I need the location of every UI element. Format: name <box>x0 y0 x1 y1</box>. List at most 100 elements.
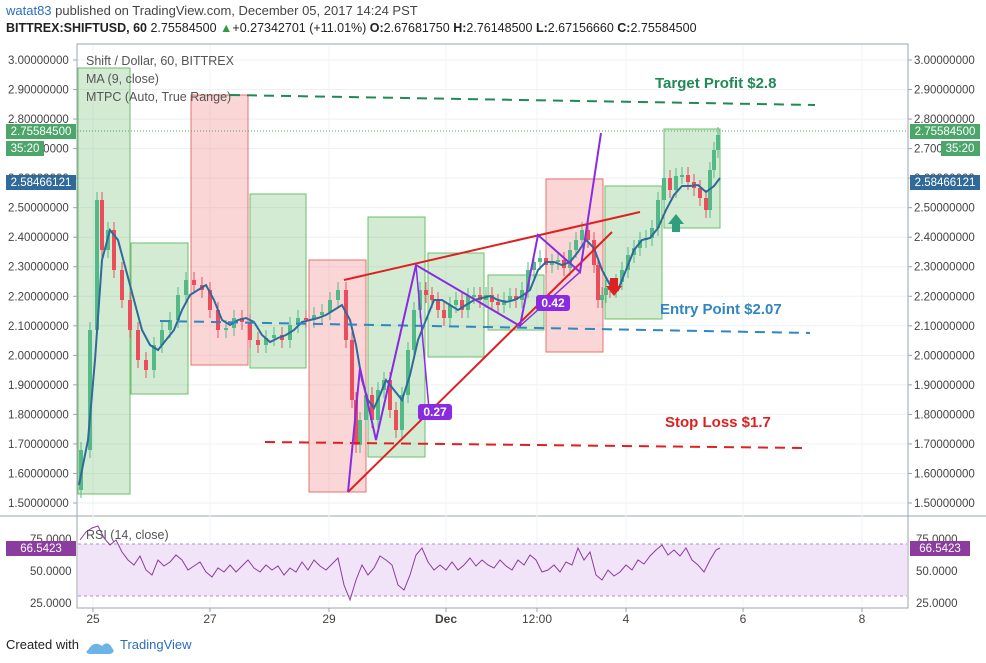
ratio-badge-2[interactable] <box>536 295 570 311</box>
candle-body <box>418 290 422 310</box>
price-tick-right: 1.90000000 <box>914 380 975 392</box>
price-tick-left: 2.40000000 <box>8 232 69 244</box>
candle-body <box>208 290 212 310</box>
price-axis-left[interactable]: 3.000000002.900000002.800000002.70000000… <box>8 55 77 510</box>
candle-body <box>136 330 140 360</box>
candle-body <box>412 310 416 350</box>
created-with-text: Created with <box>6 637 79 652</box>
rsi-badge-right-text: 66.5423 <box>919 543 961 555</box>
price-tick-left: 2.10000000 <box>8 321 69 333</box>
candle-body <box>144 360 148 370</box>
countdown-badge-left-text: 35:20 <box>11 143 40 155</box>
pattern-triangle-a[interactable] <box>375 264 431 441</box>
rsi-tick-right: 25.0000 <box>916 598 958 610</box>
ratio-badge-1[interactable] <box>418 404 452 420</box>
legend-ma[interactable]: MA (9, close) <box>86 72 159 86</box>
candle-body <box>448 305 452 318</box>
candle-body <box>668 178 672 190</box>
price-tick-right: 2.90000000 <box>914 85 975 97</box>
candle-body <box>350 340 354 400</box>
tradingview-logo-icon <box>86 643 114 654</box>
price-tick-right: 2.10000000 <box>914 321 975 333</box>
price-tick-left: 3.00000000 <box>8 55 69 67</box>
candle-body <box>100 200 104 250</box>
candle-body <box>460 300 464 310</box>
candle-body <box>604 288 608 295</box>
price-tick-left: 2.30000000 <box>8 262 69 274</box>
legend-mtpc[interactable]: MTPC (Auto, True Range) <box>86 90 231 104</box>
rsi-badge-right <box>910 541 970 556</box>
price-badge-left <box>6 124 76 139</box>
close-value: 2.75584500 <box>630 21 697 35</box>
candle-body <box>128 300 132 330</box>
candle-body <box>376 390 380 420</box>
candle-body <box>454 300 458 305</box>
candle-body <box>95 200 99 330</box>
candle-body <box>160 330 164 345</box>
candle-body <box>312 315 316 320</box>
symbol-label[interactable]: BITTREX:SHIFTUSD, 60 <box>6 21 147 35</box>
rsi-tick-left: 50.0000 <box>30 566 72 578</box>
candle-body <box>424 290 428 295</box>
entry-line[interactable] <box>159 320 811 334</box>
ohlc-header: BITTREX:SHIFTUSD, 60 2.75584500 ▲+0.2734… <box>6 21 697 35</box>
candle-body <box>336 290 340 300</box>
time-label: 27 <box>203 612 217 626</box>
candle-body <box>698 188 702 198</box>
price-badge-right <box>910 124 980 139</box>
candle-body <box>264 338 268 345</box>
candle-body <box>364 395 368 420</box>
candle-body <box>580 230 584 240</box>
candle-body <box>704 198 708 210</box>
footer: Created with TradingView <box>6 637 192 652</box>
wedge-lower-line[interactable] <box>347 231 613 493</box>
rsi-title[interactable]: RSI (14, close) <box>86 528 169 542</box>
countdown-badge-right <box>941 141 980 156</box>
high-value: 2.76148500 <box>466 21 533 35</box>
stop-loss-label: Stop Loss $1.7 <box>665 414 771 431</box>
price-tick-left: 1.70000000 <box>8 439 69 451</box>
price-tick-right: 3.00000000 <box>914 55 975 67</box>
candle-body <box>406 350 410 395</box>
price-tick-right: 2.20000000 <box>914 291 975 303</box>
time-label: 12:00 <box>522 612 552 626</box>
candle-body <box>112 230 116 270</box>
ma-badge-left-text: 2.58466121 <box>11 177 72 189</box>
candle-body <box>370 395 374 420</box>
ma-badge-right <box>910 175 980 190</box>
price-tick-right: 2.00000000 <box>914 350 975 362</box>
stop-line[interactable] <box>264 441 806 449</box>
candle-body <box>436 300 440 310</box>
candle-body <box>716 135 720 150</box>
author-link[interactable]: watat83 <box>6 3 52 18</box>
candle-body <box>216 310 220 330</box>
published-text: published on TradingView.com, December 0… <box>55 3 418 18</box>
candle-body <box>592 240 596 265</box>
target-line[interactable] <box>229 94 816 106</box>
price-axis-right[interactable]: 3.000000002.900000002.800000002.70000000… <box>908 55 975 510</box>
wedge-upper-line[interactable] <box>343 211 641 281</box>
price-tick-right: 2.80000000 <box>914 114 975 126</box>
candle-body <box>388 380 392 410</box>
candle-body <box>650 228 654 238</box>
candle-body <box>354 400 358 445</box>
up-arrow-icon <box>668 214 684 232</box>
publish-header: watat83 published on TradingView.com, De… <box>6 3 418 18</box>
candle-body <box>120 270 124 300</box>
ma-badge-left <box>6 175 76 190</box>
price-tick-right: 2.50000000 <box>914 203 975 215</box>
time-label: 25 <box>86 612 100 626</box>
tradingview-link[interactable]: TradingView <box>120 637 192 652</box>
candle-body <box>168 320 172 330</box>
price-tick-right: 2.30000000 <box>914 262 975 274</box>
time-axis[interactable]: 25 27 29 Dec 12:00 4 6 8 <box>86 608 866 626</box>
ratio-label-1: 0.27 <box>423 405 447 419</box>
candle-body <box>272 335 276 338</box>
price-tick-left: 1.60000000 <box>8 468 69 480</box>
price-tick-right: 1.60000000 <box>914 468 975 480</box>
countdown-badge-right-text: 35:20 <box>946 143 975 155</box>
price-tick-right: 1.80000000 <box>914 409 975 421</box>
down-arrow-icon <box>606 278 622 296</box>
candle-body <box>532 262 536 270</box>
